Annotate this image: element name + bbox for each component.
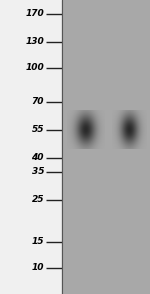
Text: 10: 10 xyxy=(32,263,44,273)
Text: 40: 40 xyxy=(32,153,44,163)
Text: 170: 170 xyxy=(25,9,44,19)
Text: 35: 35 xyxy=(32,168,44,176)
Text: 100: 100 xyxy=(25,64,44,73)
Text: 130: 130 xyxy=(25,38,44,46)
Text: 25: 25 xyxy=(32,196,44,205)
Text: 55: 55 xyxy=(32,126,44,134)
Text: 70: 70 xyxy=(32,98,44,106)
Bar xyxy=(62,0,150,294)
Bar xyxy=(0,0,62,294)
Text: 15: 15 xyxy=(32,238,44,246)
